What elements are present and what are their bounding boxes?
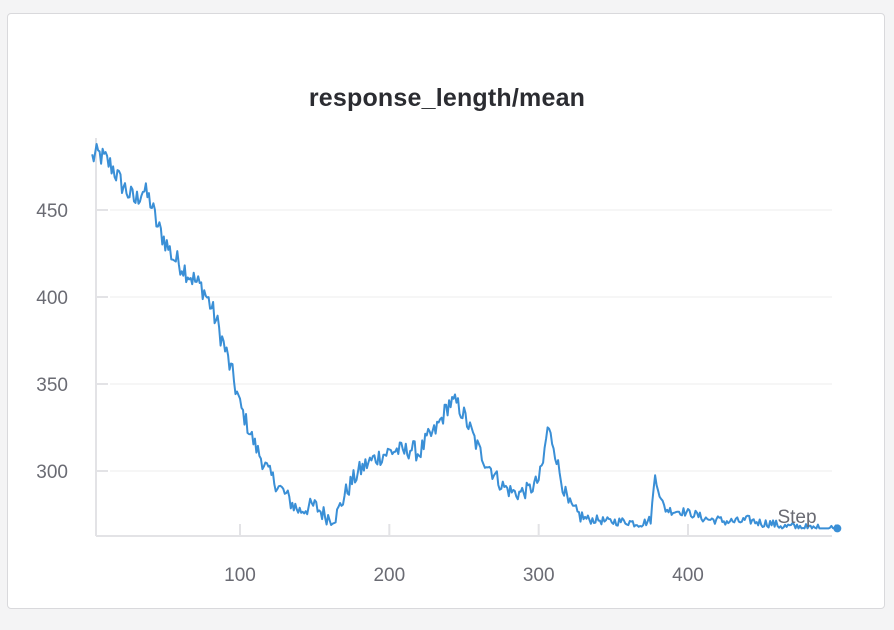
chart-panel <box>7 13 885 609</box>
y-ticks: 300 350 400 450 <box>36 201 108 483</box>
x-tick-label: 300 <box>523 565 555 586</box>
axes <box>95 138 832 537</box>
x-tick-label: 200 <box>373 565 405 586</box>
grid-lines <box>110 209 832 472</box>
x-tick-label: 400 <box>672 565 704 586</box>
series-line <box>91 143 839 530</box>
x-axis-label: Step <box>777 507 816 528</box>
series-group <box>91 143 842 533</box>
y-tick-label: 450 <box>36 201 68 222</box>
y-tick-label: 350 <box>36 375 68 396</box>
y-tick-label: 300 <box>36 462 68 483</box>
x-ticks: 100 200 300 400 <box>224 524 704 586</box>
y-tick-label: 400 <box>36 288 68 309</box>
series-end-point <box>833 524 842 533</box>
chart-title: response_length/mean <box>308 84 586 112</box>
x-tick-label: 100 <box>224 565 256 586</box>
